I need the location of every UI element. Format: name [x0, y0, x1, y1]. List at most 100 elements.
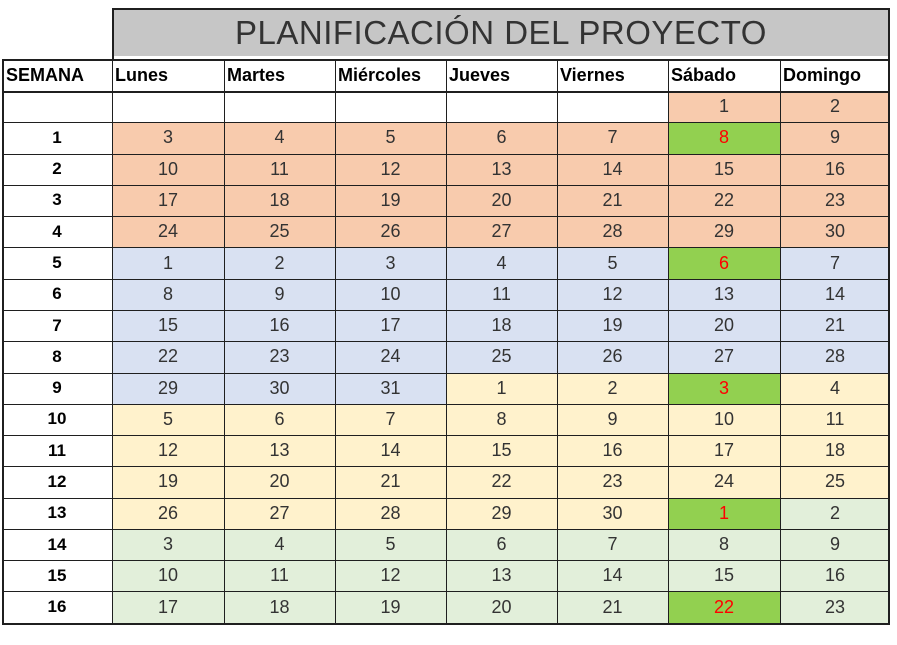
grid-line [668, 59, 669, 625]
day-cell: 8 [668, 528, 780, 561]
day-cell: 4 [780, 372, 890, 404]
day-cell: 11 [780, 403, 890, 436]
day-cell: 30 [224, 372, 335, 404]
sheet-title: PLANIFICACIÓN DEL PROYECTO [112, 10, 890, 56]
day-cell: 21 [780, 309, 890, 342]
milestone-day-cell: 1 [668, 497, 780, 529]
day-cell: 24 [335, 341, 446, 373]
day-cell: 13 [224, 435, 335, 467]
day-cell: 27 [668, 341, 780, 373]
day-cell: 26 [112, 497, 224, 529]
day-cell: 21 [557, 591, 668, 623]
day-cell: 10 [668, 403, 780, 436]
header-day: Domingo [780, 59, 890, 91]
day-cell: 16 [780, 560, 890, 592]
day-cell [557, 91, 668, 123]
day-cell: 3 [112, 528, 224, 561]
day-cell: 12 [557, 278, 668, 310]
week-number: 15 [2, 560, 112, 592]
day-cell: 18 [224, 184, 335, 217]
day-cell: 1 [112, 247, 224, 279]
day-cell: 1 [446, 372, 557, 404]
grid-line [224, 59, 225, 625]
day-cell: 20 [224, 466, 335, 498]
day-cell: 11 [224, 560, 335, 592]
header-semana: SEMANA [2, 59, 112, 91]
day-cell: 18 [780, 435, 890, 467]
day-cell: 19 [557, 309, 668, 342]
week-number: 10 [2, 403, 112, 436]
day-cell [446, 91, 557, 123]
day-cell: 14 [780, 278, 890, 310]
day-cell: 17 [335, 309, 446, 342]
grid-line [557, 59, 558, 625]
day-cell: 29 [446, 497, 557, 529]
week-number: 13 [2, 497, 112, 529]
day-cell: 22 [668, 184, 780, 217]
grid-line [112, 8, 890, 10]
grid-line [780, 59, 781, 625]
day-cell: 19 [335, 591, 446, 623]
week-number [2, 91, 112, 123]
day-cell: 20 [446, 184, 557, 217]
day-cell: 25 [224, 216, 335, 248]
day-cell: 26 [557, 341, 668, 373]
grid-line [112, 59, 113, 625]
day-cell: 23 [780, 591, 890, 623]
week-number: 1 [2, 122, 112, 154]
grid-line [888, 8, 890, 59]
day-cell: 2 [557, 372, 668, 404]
day-cell: 2 [780, 91, 890, 123]
day-cell [112, 91, 224, 123]
day-cell: 24 [112, 216, 224, 248]
week-number: 5 [2, 247, 112, 279]
day-cell: 19 [335, 184, 446, 217]
day-cell: 3 [335, 247, 446, 279]
day-cell: 23 [780, 184, 890, 217]
header-day: Martes [224, 59, 335, 91]
day-cell: 1 [668, 91, 780, 123]
grid-line [335, 59, 336, 625]
day-cell: 25 [780, 466, 890, 498]
week-number: 6 [2, 278, 112, 310]
day-cell: 5 [335, 528, 446, 561]
day-cell: 5 [335, 122, 446, 154]
week-number: 16 [2, 591, 112, 623]
day-cell: 15 [446, 435, 557, 467]
day-cell: 13 [446, 153, 557, 185]
day-cell: 10 [335, 278, 446, 310]
day-cell: 26 [335, 216, 446, 248]
day-cell: 2 [780, 497, 890, 529]
day-cell: 9 [780, 528, 890, 561]
day-cell: 15 [668, 560, 780, 592]
grid-line [888, 59, 890, 625]
week-number: 2 [2, 153, 112, 185]
day-cell: 29 [112, 372, 224, 404]
day-cell: 14 [335, 435, 446, 467]
day-cell: 7 [557, 122, 668, 154]
day-cell [224, 91, 335, 123]
week-number: 3 [2, 184, 112, 217]
day-cell: 27 [224, 497, 335, 529]
day-cell: 30 [557, 497, 668, 529]
day-cell: 22 [446, 466, 557, 498]
milestone-day-cell: 6 [668, 247, 780, 279]
day-cell: 9 [557, 403, 668, 436]
day-cell: 17 [112, 591, 224, 623]
day-cell: 5 [557, 247, 668, 279]
day-cell: 7 [335, 403, 446, 436]
day-cell: 6 [224, 403, 335, 436]
day-cell: 16 [224, 309, 335, 342]
day-cell: 24 [668, 466, 780, 498]
day-cell: 18 [446, 309, 557, 342]
day-cell: 14 [557, 560, 668, 592]
day-cell: 12 [112, 435, 224, 467]
day-cell: 8 [446, 403, 557, 436]
milestone-day-cell: 3 [668, 372, 780, 404]
day-cell: 3 [112, 122, 224, 154]
day-cell: 4 [446, 247, 557, 279]
week-number: 8 [2, 341, 112, 373]
day-cell: 31 [335, 372, 446, 404]
day-cell: 28 [557, 216, 668, 248]
day-cell: 8 [112, 278, 224, 310]
